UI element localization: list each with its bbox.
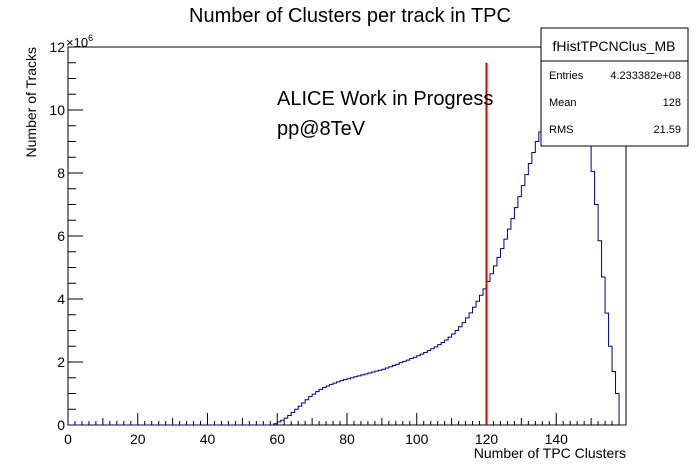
stats-entries-value: 4.233382e+08 xyxy=(610,70,681,82)
chart-title: Number of Clusters per track in TPC xyxy=(189,5,511,27)
y-exponent-label: ×106 xyxy=(66,33,93,50)
stats-box: fHistTPCNClus_MB Entries 4.233382e+08 Me… xyxy=(540,27,689,147)
x-tick-label: 60 xyxy=(269,431,285,447)
y-tick-label: 2 xyxy=(57,354,65,370)
x-axis: 0 20 40 60 80 100 120 140 xyxy=(64,413,627,447)
y-tick-label: 0 xyxy=(57,417,65,433)
x-tick-label: 120 xyxy=(475,431,499,447)
annotation-line-2: pp@8TeV xyxy=(277,118,366,140)
annotation-line-1: ALICE Work in Progress xyxy=(277,88,493,110)
x-tick-label: 40 xyxy=(200,431,216,447)
x-tick-label: 100 xyxy=(405,431,429,447)
annotation: ALICE Work in Progress pp@8TeV xyxy=(277,88,493,140)
stats-entries-label: Entries xyxy=(549,70,584,82)
y-tick-label: 4 xyxy=(57,291,65,307)
x-tick-label: 140 xyxy=(545,431,569,447)
y-tick-label: 8 xyxy=(57,165,65,181)
y-tick-label: 10 xyxy=(49,102,65,118)
stats-mean-value: 128 xyxy=(663,97,681,109)
x-tick-label: 20 xyxy=(130,431,146,447)
stats-mean-label: Mean xyxy=(549,97,577,109)
y-axis-label: Number of Tracks xyxy=(23,47,39,157)
y-exponent-base: ×10 xyxy=(66,35,88,50)
svg-text:×106: ×106 xyxy=(66,33,93,50)
x-tick-label: 80 xyxy=(339,431,355,447)
x-tick-label: 0 xyxy=(64,431,72,447)
x-axis-label: Number of TPC Clusters xyxy=(474,445,626,461)
y-tick-label: 6 xyxy=(57,228,65,244)
y-exponent-power: 6 xyxy=(88,33,93,43)
y-tick-label: 12 xyxy=(49,39,65,55)
stats-rms-value: 21.59 xyxy=(653,124,681,136)
stats-box-name: fHistTPCNClus_MB xyxy=(553,38,676,54)
stats-rms-label: RMS xyxy=(549,124,573,136)
y-axis: 0 2 4 6 8 10 12 xyxy=(49,39,83,433)
